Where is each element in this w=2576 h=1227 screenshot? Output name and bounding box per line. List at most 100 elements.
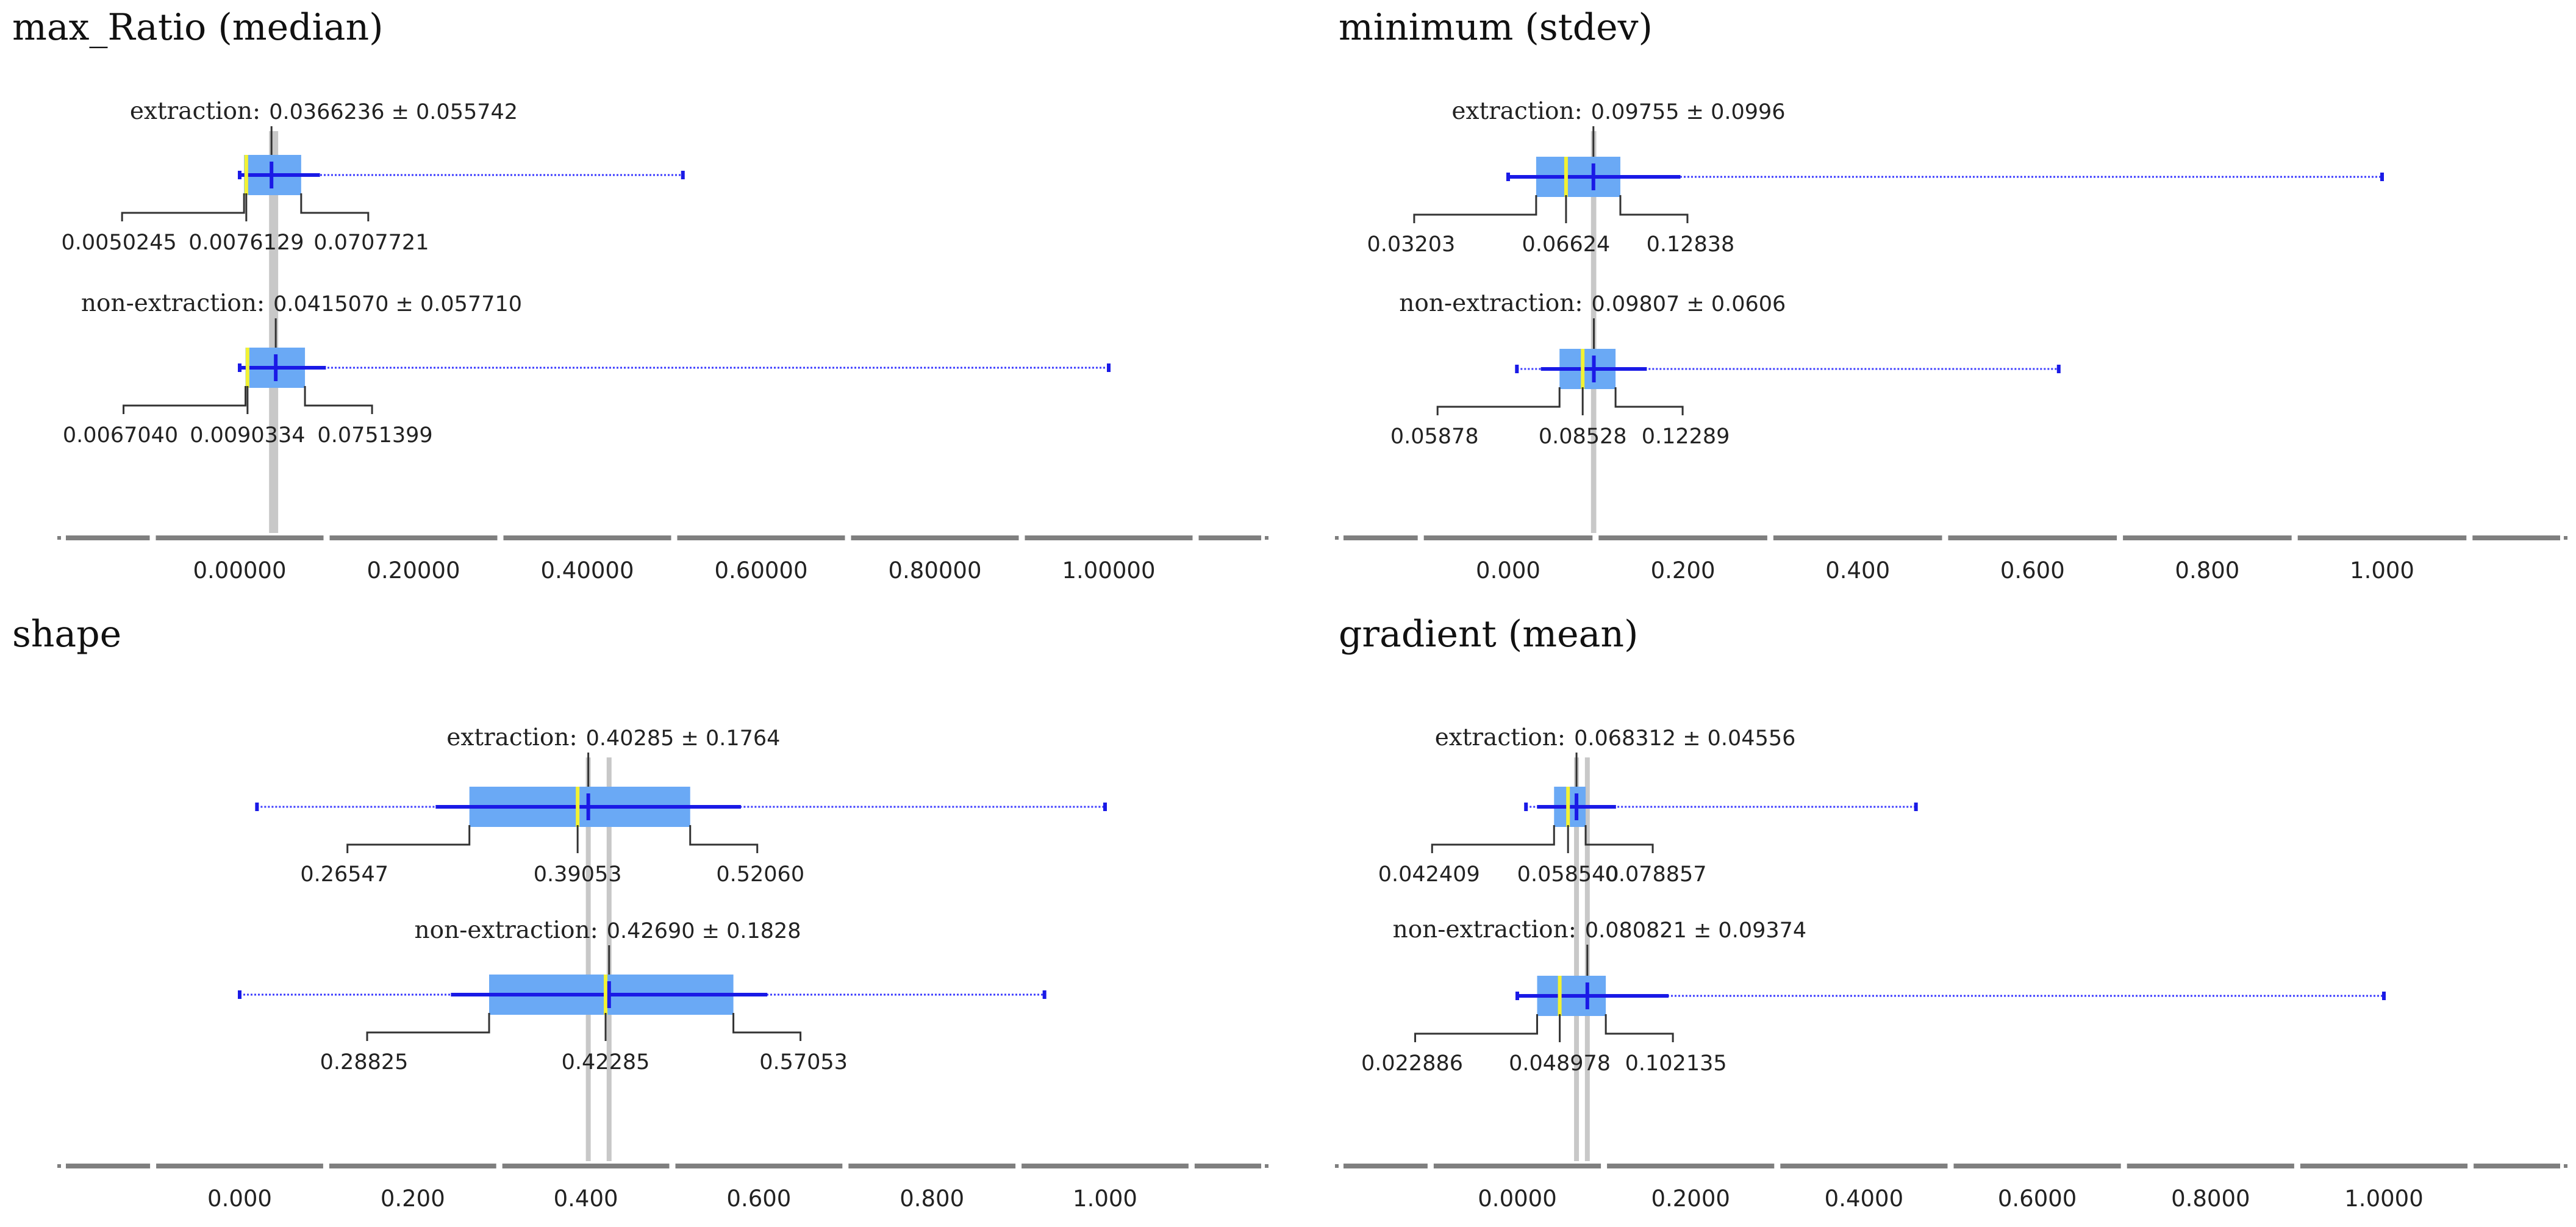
max-marker bbox=[1042, 990, 1046, 999]
boxplot-panel-3: shape extraction: 0.40285 ± 0.1764 0.26547 0… bbox=[12, 613, 1268, 1212]
axis-tick-label: 0.80000 bbox=[888, 557, 981, 584]
mean-marker bbox=[607, 981, 611, 1008]
axis-tick-label: 0.600 bbox=[726, 1186, 791, 1212]
series-label: extraction: bbox=[1435, 724, 1565, 751]
axis-segment bbox=[66, 1164, 151, 1168]
axis-segment bbox=[1433, 1164, 1601, 1168]
x-axis: 0.000 0.200 0.400 0.600 0.800 1.000 bbox=[57, 1164, 1268, 1212]
axis-tick-label: 0.800 bbox=[900, 1186, 964, 1212]
series-non-extraction: non-extraction: 0.42690 ± 0.1828 0.28825 0.… bbox=[238, 917, 1046, 1075]
axis-segment bbox=[2474, 1164, 2560, 1168]
mean-marker bbox=[586, 793, 590, 820]
x-axis: 0.0000 0.2000 0.4000 0.6000 0.8000 1.0000 bbox=[1335, 1164, 2567, 1212]
median-label: 0.39053 bbox=[534, 862, 622, 887]
max-marker bbox=[1914, 803, 1918, 811]
q1-label: 0.022886 bbox=[1361, 1051, 1463, 1076]
axis-segment bbox=[1343, 535, 1418, 540]
axis-endcap bbox=[57, 536, 61, 540]
axis-endcap bbox=[2564, 1164, 2567, 1168]
series-label: extraction: bbox=[130, 98, 260, 125]
axis-segment bbox=[1598, 535, 1767, 540]
axis-segment bbox=[1948, 535, 2117, 540]
q3-label: 0.0751399 bbox=[317, 423, 432, 448]
axis-tick-label: 0.2000 bbox=[1651, 1186, 1730, 1212]
mean-marker bbox=[270, 162, 274, 188]
axis-tick-label: 0.000 bbox=[1476, 557, 1540, 584]
axis-segment bbox=[1780, 1164, 1948, 1168]
series-extraction: extraction: 0.40285 ± 0.1764 0.26547 0.3905… bbox=[255, 724, 1107, 887]
axis-segment bbox=[1021, 1164, 1189, 1168]
boxplot-panel-1: max_Ratio (median) extraction: 0.0366236 ±… bbox=[12, 6, 1268, 584]
q3-bracket bbox=[732, 1013, 802, 1041]
mean-reference-line bbox=[1574, 757, 1580, 1161]
axis-endcap bbox=[1335, 536, 1339, 540]
q1-label: 0.0050245 bbox=[62, 231, 177, 255]
q3-label: 0.102135 bbox=[1625, 1051, 1727, 1076]
axis-segment bbox=[1194, 1164, 1261, 1168]
axis-segment bbox=[1953, 1164, 2121, 1168]
q1-bracket bbox=[366, 1013, 490, 1041]
median-line bbox=[245, 348, 249, 388]
median-line bbox=[604, 975, 608, 1015]
axis-segment bbox=[1607, 1164, 1775, 1168]
mean-sd-label: 0.09807 ± 0.0606 bbox=[1592, 292, 1786, 317]
q1-bracket bbox=[346, 825, 471, 853]
axis-segment bbox=[677, 535, 845, 540]
q3-bracket bbox=[1614, 387, 1684, 415]
q1-label: 0.28825 bbox=[320, 1050, 409, 1075]
median-line bbox=[1581, 349, 1585, 389]
median-line bbox=[1564, 157, 1568, 197]
axis-tick-label: 1.0000 bbox=[2344, 1186, 2423, 1212]
axis-segment bbox=[156, 1164, 323, 1168]
max-marker bbox=[2380, 173, 2384, 181]
axis-segment bbox=[675, 1164, 843, 1168]
axis-tick-label: 0.4000 bbox=[1825, 1186, 1903, 1212]
min-marker bbox=[238, 990, 242, 999]
q1-label: 0.0067040 bbox=[63, 423, 178, 448]
axis-segment bbox=[329, 1164, 496, 1168]
panel-title: minimum (stdev) bbox=[1339, 6, 1653, 49]
q1-bracket bbox=[1436, 387, 1561, 415]
axis-segment bbox=[1198, 535, 1261, 540]
series-non-extraction: non-extraction: 0.09807 ± 0.0606 0.05878 0.… bbox=[1390, 290, 2061, 449]
q1-bracket bbox=[1413, 195, 1537, 223]
axis-segment bbox=[2127, 1164, 2294, 1168]
min-marker bbox=[1524, 803, 1528, 811]
q1-bracket bbox=[1431, 825, 1555, 853]
axis-endcap bbox=[1265, 536, 1268, 540]
axis-segment bbox=[2472, 535, 2560, 540]
axis-endcap bbox=[57, 1164, 61, 1168]
q3-label: 0.078857 bbox=[1605, 862, 1707, 887]
x-axis: 0.00000 0.20000 0.40000 0.60000 0.80000 1.000… bbox=[57, 535, 1268, 584]
axis-segment bbox=[848, 1164, 1016, 1168]
median-line bbox=[576, 787, 580, 827]
median-label: 0.08528 bbox=[1539, 424, 1627, 449]
axis-segment bbox=[1025, 535, 1193, 540]
q1-bracket bbox=[123, 386, 247, 414]
q3-bracket bbox=[300, 193, 370, 221]
axis-tick-label: 1.00000 bbox=[1062, 557, 1155, 584]
axis-tick-label: 0.40000 bbox=[540, 557, 634, 584]
q3-label: 0.52060 bbox=[716, 862, 804, 887]
axis-segment bbox=[156, 535, 324, 540]
q1-label: 0.05878 bbox=[1390, 424, 1479, 449]
max-marker bbox=[2382, 992, 2386, 1000]
axis-tick-label: 0.600 bbox=[2000, 557, 2065, 584]
axis-segment bbox=[2123, 535, 2292, 540]
median-label: 0.0076129 bbox=[188, 231, 304, 255]
series-label: non-extraction: bbox=[1393, 916, 1576, 943]
median-line bbox=[1558, 976, 1562, 1016]
series-extraction: extraction: 0.068312 ± 0.04556 0.042409 0.0… bbox=[1378, 724, 1918, 887]
axis-segment bbox=[329, 535, 498, 540]
series-label: non-extraction: bbox=[81, 290, 265, 317]
q3-bracket bbox=[1619, 195, 1689, 223]
series-extraction: extraction: 0.09755 ± 0.0996 0.03203 0.0662… bbox=[1367, 98, 2384, 257]
max-marker bbox=[1107, 363, 1111, 372]
axis-segment bbox=[851, 535, 1019, 540]
min-marker bbox=[255, 803, 259, 811]
mean-sd-label: 0.40285 ± 0.1764 bbox=[586, 726, 781, 751]
q3-label: 0.0707721 bbox=[313, 231, 429, 255]
axis-tick-label: 0.400 bbox=[554, 1186, 618, 1212]
max-marker bbox=[2056, 365, 2061, 373]
mean-marker bbox=[1585, 982, 1589, 1009]
